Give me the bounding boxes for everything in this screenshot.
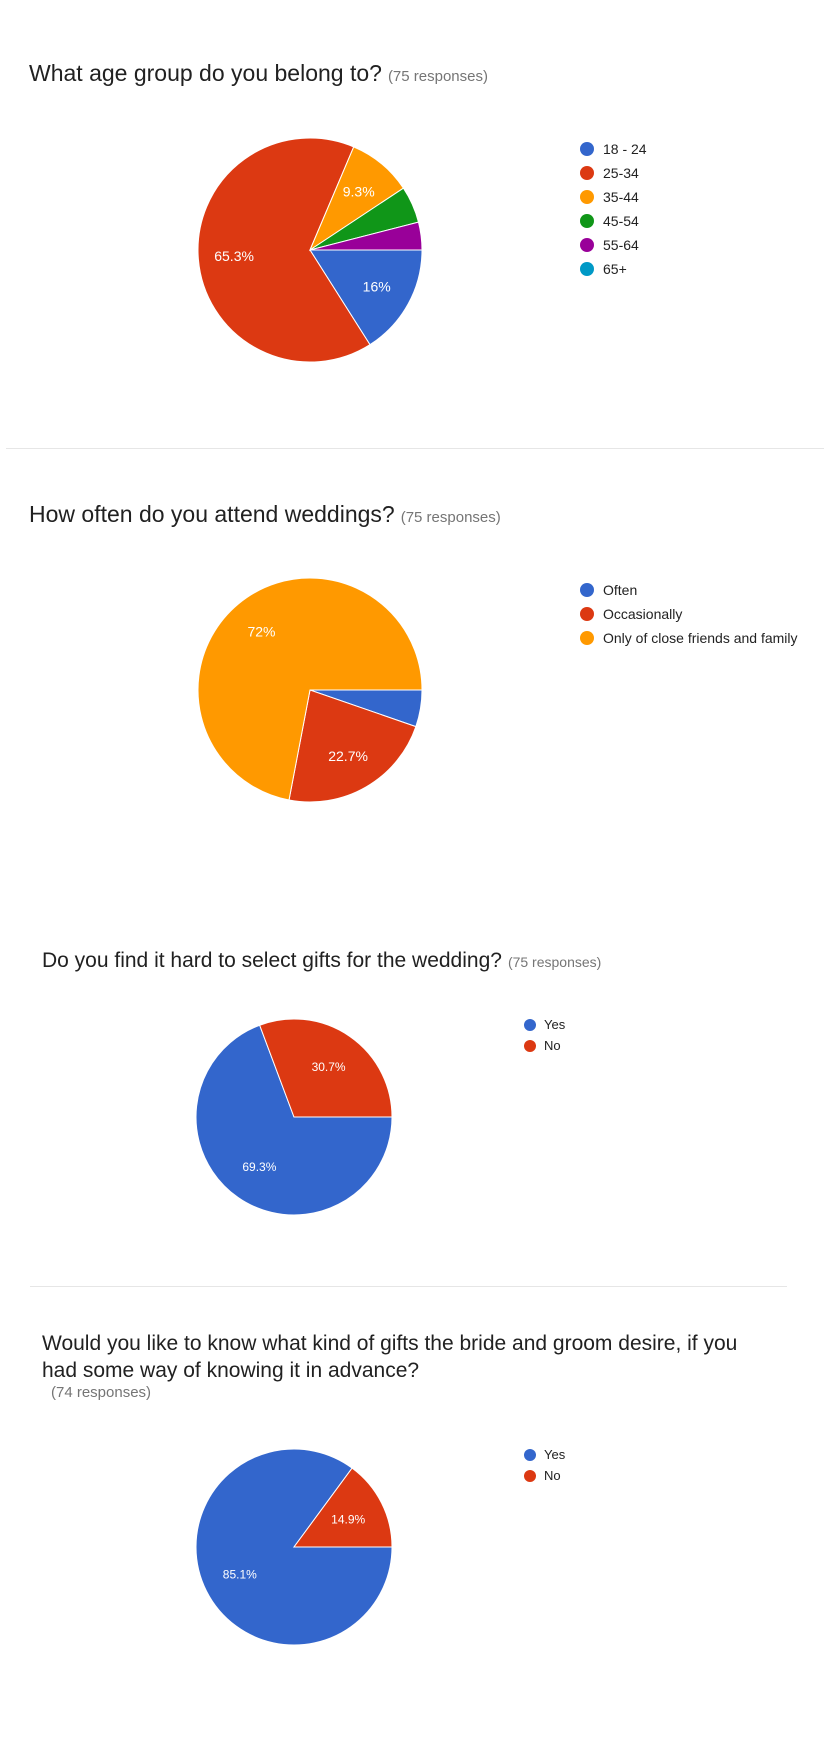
slice-data-label: 9.3% xyxy=(343,183,375,199)
chart-title: Do you find it hard to select gifts for … xyxy=(42,947,601,976)
legend-item: Occasionally xyxy=(580,602,798,626)
legend-swatch xyxy=(580,238,594,252)
pie-slice-18-24 xyxy=(309,249,423,346)
slice-data-label: 14.9% xyxy=(331,1513,365,1527)
chart-title-text: How often do you attend weddings? xyxy=(29,501,395,527)
slice-data-label: 85.1% xyxy=(223,1567,257,1581)
pie-slice-no xyxy=(259,1018,393,1118)
response-count: (74 responses) xyxy=(51,1384,152,1401)
legend-gifts-hard: Yes No xyxy=(524,1014,565,1056)
legend-swatch xyxy=(580,190,594,204)
slice-data-label: 69.3% xyxy=(242,1160,276,1174)
legend-swatch xyxy=(524,1469,536,1482)
chart-title: What age group do you belong to? (75 resp… xyxy=(29,60,488,90)
legend-label: 65+ xyxy=(603,261,627,277)
legend-item: 18 - 24 xyxy=(580,137,647,161)
slice-data-label: 30.7% xyxy=(312,1060,346,1074)
legend-swatch xyxy=(580,166,594,180)
legend-item: 25-34 xyxy=(580,161,647,185)
pie-slice-yes xyxy=(195,1024,393,1216)
legend-swatch xyxy=(580,583,594,597)
legend-label: Yes xyxy=(544,1447,566,1462)
legend-item: Yes xyxy=(524,1014,565,1035)
legend-label: Only of close friends and family xyxy=(603,630,798,646)
legend-label: No xyxy=(544,1038,561,1053)
legend-swatch xyxy=(524,1018,536,1031)
chart-title-line: had some way of knowing it in advance? xyxy=(42,1359,420,1382)
legend-item: Only of close friends and family xyxy=(580,626,798,650)
legend-label: Occasionally xyxy=(603,606,683,622)
legend-age: 18 - 24 25-34 35-44 45-54 55-64 65+ xyxy=(580,137,647,281)
response-count: (75 responses) xyxy=(400,509,501,526)
legend-label: 18 - 24 xyxy=(603,141,647,157)
legend-item: Often xyxy=(580,578,798,602)
pie-slice-no xyxy=(293,1467,393,1548)
response-count: (75 responses) xyxy=(507,954,602,970)
pie-chart-age: 16% 65.3% 9.3% xyxy=(197,137,423,363)
slice-data-label: 65.3% xyxy=(214,248,254,264)
legend-swatch xyxy=(524,1448,536,1461)
pie-slice-only-of-close-friends-and-family xyxy=(197,577,423,801)
legend-label: Often xyxy=(603,582,638,598)
legend-know-gifts: Yes No xyxy=(524,1444,565,1486)
pie-slice-25-34 xyxy=(197,137,371,363)
legend-label: No xyxy=(544,1468,561,1483)
legend-item: No xyxy=(524,1465,565,1486)
chart-title-text: What age group do you belong to? xyxy=(29,60,382,86)
legend-item: Yes xyxy=(524,1444,565,1465)
chart-title-line: Would you like to know what kind of gift… xyxy=(42,1332,738,1355)
slice-data-label: 72% xyxy=(247,623,275,639)
response-count: (75 responses) xyxy=(387,68,488,85)
legend-label: Yes xyxy=(544,1017,566,1032)
legend-item: No xyxy=(524,1035,565,1056)
pie-slice-occasionally xyxy=(288,689,417,803)
slice-data-label: 22.7% xyxy=(328,748,368,764)
legend-swatch xyxy=(580,631,594,645)
section-divider xyxy=(6,448,824,449)
legend-swatch xyxy=(580,142,594,156)
pie-chart-know-gifts: 85.1% 14.9% xyxy=(195,1448,393,1646)
legend-label: 45-54 xyxy=(603,213,639,229)
legend-label: 35-44 xyxy=(603,189,639,205)
legend-label: 25-34 xyxy=(603,165,639,181)
legend-swatch xyxy=(580,262,594,276)
legend-attend: Often Occasionally Only of close friends a… xyxy=(580,578,798,650)
legend-item: 55-64 xyxy=(580,233,647,257)
legend-swatch xyxy=(580,607,594,621)
legend-item: 35-44 xyxy=(580,185,647,209)
chart-title: How often do you attend weddings? (75 res… xyxy=(29,501,501,531)
chart-title-text: Do you find it hard to select gifts for … xyxy=(42,949,502,972)
legend-label: 55-64 xyxy=(603,237,639,253)
pie-chart-gifts-hard: 69.3% 30.7% xyxy=(195,1018,393,1216)
pie-chart-attend: 22.7% 72% xyxy=(197,577,423,803)
chart-title: Would you like to know what kind of gift… xyxy=(42,1330,737,1384)
legend-item: 45-54 xyxy=(580,209,647,233)
section-divider xyxy=(30,1286,787,1287)
legend-item: 65+ xyxy=(580,257,647,281)
legend-swatch xyxy=(524,1039,536,1052)
legend-swatch xyxy=(580,214,594,228)
slice-data-label: 16% xyxy=(363,279,391,295)
pie-slice-55-64 xyxy=(309,221,423,251)
